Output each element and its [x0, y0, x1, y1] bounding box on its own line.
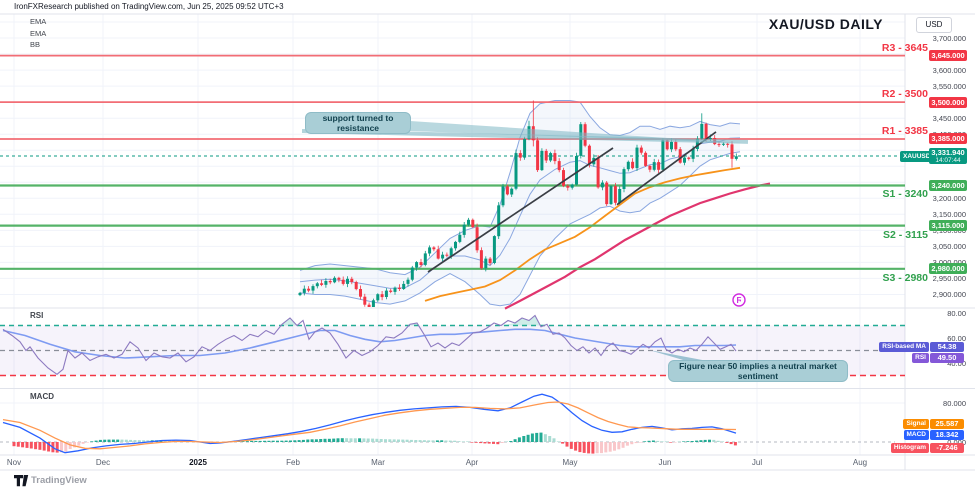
- legend-item-ema2[interactable]: EMA: [30, 28, 47, 38]
- support-price-badge: 2,980.000: [929, 263, 967, 275]
- histogram-badge: Histogram: [890, 443, 929, 453]
- last-price-time: 14:07:44: [935, 157, 961, 164]
- publisher-attribution: IronFXResearch published on TradingView.…: [14, 2, 284, 11]
- support-label: S1 - 3240: [882, 188, 928, 201]
- support-label: S2 - 3115: [883, 228, 928, 241]
- rsi-ma-value: 54.38: [930, 342, 964, 352]
- main-callout-tail: [410, 121, 742, 143]
- rsi-axis-label: 60.00: [947, 333, 966, 343]
- time-axis-label[interactable]: 2025: [189, 458, 207, 467]
- tradingview-brand-text[interactable]: TradingView: [31, 475, 87, 486]
- resistance-label: R3 - 3645: [881, 41, 928, 54]
- price-axis-label: 3,050.000: [932, 241, 966, 251]
- svg-text:Ϝ: Ϝ: [737, 296, 742, 305]
- idea-marker[interactable]: Ϝ: [732, 293, 746, 307]
- symbol-chip: XAUUSD: [900, 151, 934, 162]
- time-axis-label[interactable]: Jun: [658, 458, 672, 467]
- rsi-annotation-callout[interactable]: Figure near 50 implies a neutral market …: [668, 360, 848, 382]
- price-axis-label: 3,200.000: [932, 193, 966, 203]
- time-axis-label[interactable]: Mar: [371, 458, 385, 467]
- resistance-price-badge: 3,645.000: [929, 50, 967, 62]
- legend-item-bb[interactable]: BB: [30, 40, 41, 49]
- ema-fast-line: [424, 166, 741, 302]
- macd-axis-label: 80.000: [943, 398, 966, 408]
- resistance-label: R2 - 3500: [881, 88, 928, 101]
- price-axis-label: 3,700.000: [932, 33, 966, 43]
- ema-slow-line: [504, 182, 771, 310]
- rsi-axis-label: 80.00: [947, 308, 966, 318]
- rsi-ma-line: [2, 328, 737, 359]
- macd-value: 18.342: [930, 430, 964, 440]
- rsi-badge: RSI: [912, 353, 929, 363]
- price-axis-label: 3,550.000: [932, 81, 966, 91]
- rsi-pane-label[interactable]: RSI: [30, 311, 44, 320]
- main-annotation-callout[interactable]: support turned to resistance: [305, 112, 411, 134]
- macd-pane-label[interactable]: MACD: [30, 392, 54, 401]
- signal-value: 25.587: [930, 419, 964, 429]
- indicator-legend: EMA EMA BB: [30, 17, 46, 52]
- support-label: S3 - 2980: [882, 271, 928, 284]
- time-axis-label[interactable]: Nov: [6, 458, 22, 467]
- price-axis-label: 3,600.000: [932, 65, 966, 75]
- price-axis-label: 2,900.000: [932, 289, 966, 299]
- macd-histogram: [12, 432, 737, 454]
- price-axis-label: 3,150.000: [932, 209, 966, 219]
- rsi-callout-tail: [649, 350, 713, 362]
- black-trendline-1[interactable]: [427, 147, 614, 273]
- resistance-price-badge: 3,385.000: [929, 133, 967, 145]
- rsi-line: [2, 314, 737, 375]
- chart-title: XAU/USD DAILY: [768, 16, 883, 32]
- time-axis-label[interactable]: Jul: [751, 458, 763, 467]
- last-price-value: 3,331.940: [931, 148, 965, 157]
- time-axis-label[interactable]: Apr: [465, 458, 479, 467]
- black-trendline-2[interactable]: [616, 131, 717, 206]
- time-axis-label[interactable]: May: [562, 458, 578, 467]
- time-axis-label[interactable]: Aug: [852, 458, 868, 467]
- currency-button[interactable]: USD: [916, 17, 952, 33]
- last-price-badge: 3,331.940 14:07:44: [929, 148, 967, 164]
- rsi-axis-label: 40.00: [947, 358, 966, 368]
- macd-badge: MACD: [903, 430, 929, 440]
- macd-signal-line: [2, 401, 737, 450]
- price-axis-label: 3,000.000: [933, 258, 966, 267]
- time-axis-label[interactable]: Dec: [95, 458, 111, 467]
- tradingview-logo-icon[interactable]: [14, 475, 29, 487]
- resistance-label: R1 - 3385: [881, 124, 928, 137]
- price-axis-label: 3,450.000: [932, 113, 966, 123]
- macd-line: [2, 393, 737, 454]
- legend-item-ema1[interactable]: EMA: [30, 17, 47, 26]
- support-price-badge: 3,115.000: [929, 220, 967, 232]
- signal-badge: Signal: [903, 419, 929, 429]
- histogram-value: -7.246: [930, 443, 964, 453]
- rsi-value: 49.50: [930, 353, 964, 363]
- rsi-ma-badge: RSI-based MA: [879, 342, 929, 352]
- support-price-badge: 3,240.000: [929, 179, 967, 191]
- macd-axis-label: 0.000: [947, 437, 966, 447]
- time-axis-label[interactable]: Feb: [286, 458, 300, 467]
- resistance-price-badge: 3,500.000: [929, 96, 967, 108]
- price-axis-label: 2,950.000: [932, 273, 966, 283]
